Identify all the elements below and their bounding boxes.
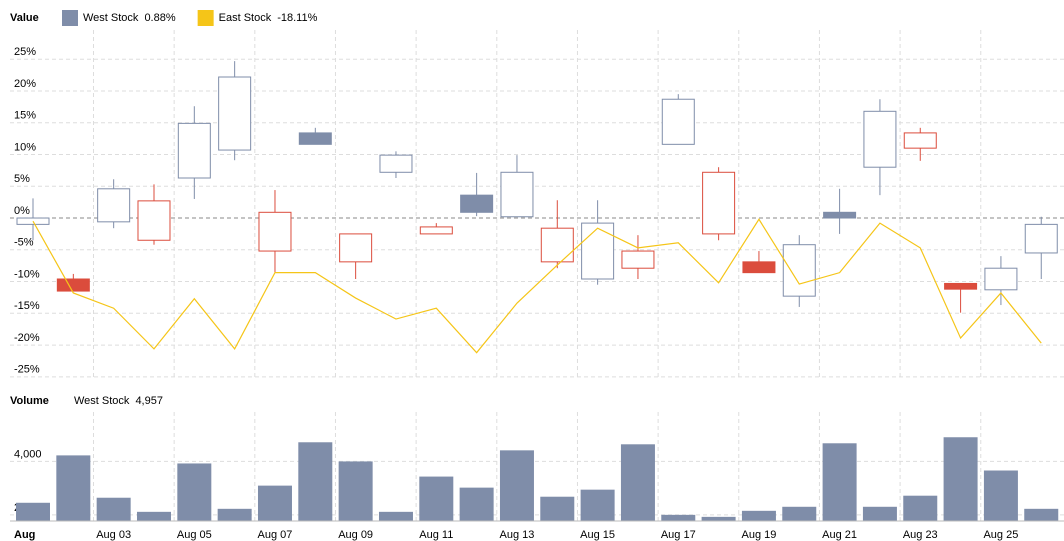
candle-body bbox=[782, 244, 816, 297]
bar bbox=[96, 497, 131, 521]
candle-body bbox=[581, 222, 615, 280]
bar bbox=[378, 511, 413, 521]
candle-body bbox=[218, 76, 252, 151]
x-tick-label: Aug 07 bbox=[258, 529, 293, 541]
x-tick-label: Aug 19 bbox=[742, 529, 777, 541]
bar bbox=[298, 442, 333, 521]
bar bbox=[459, 487, 494, 521]
bar bbox=[983, 470, 1018, 521]
candle-body bbox=[540, 227, 574, 263]
chart-title: Volume bbox=[10, 395, 49, 407]
chart-title: Value bbox=[10, 12, 39, 24]
candle-body bbox=[661, 98, 695, 145]
bar bbox=[903, 495, 938, 521]
candle-body bbox=[258, 211, 292, 252]
y-tick-label: -5% bbox=[14, 237, 34, 249]
bar bbox=[217, 508, 252, 521]
candle-body bbox=[56, 278, 90, 292]
x-tick-label: Aug 03 bbox=[96, 529, 131, 541]
y-tick-label: 0% bbox=[14, 205, 30, 217]
x-tick-label: Aug 25 bbox=[983, 529, 1018, 541]
candle-body bbox=[903, 132, 937, 149]
candle-body bbox=[742, 261, 776, 274]
x-tick-label: Aug 13 bbox=[500, 529, 535, 541]
bar bbox=[1024, 508, 1059, 521]
x-tick-label: Aug bbox=[14, 529, 35, 541]
x-tick-label: Aug 15 bbox=[580, 529, 615, 541]
candle-body bbox=[298, 132, 332, 145]
plot bbox=[16, 61, 1058, 354]
candle-body bbox=[460, 194, 494, 213]
legend-label: East Stock bbox=[219, 12, 272, 24]
legend-label: West Stock bbox=[74, 395, 130, 407]
y-tick-label: -10% bbox=[14, 268, 40, 280]
x-tick-label: Aug 21 bbox=[822, 529, 857, 541]
bar bbox=[257, 485, 292, 521]
bar bbox=[862, 506, 897, 521]
candle-body bbox=[500, 171, 534, 218]
y-tick-label: 5% bbox=[14, 173, 30, 185]
bar bbox=[943, 437, 978, 521]
x-tick-label: Aug 17 bbox=[661, 529, 696, 541]
x-tick-label: Aug 11 bbox=[419, 529, 453, 541]
bar bbox=[822, 443, 857, 521]
y-tick-label: 15% bbox=[14, 110, 36, 122]
candle-body bbox=[177, 122, 211, 179]
candle-body bbox=[863, 110, 897, 168]
candle-body bbox=[379, 154, 413, 173]
y-tick-label: -20% bbox=[14, 332, 40, 344]
bar bbox=[338, 461, 373, 521]
bar bbox=[56, 455, 91, 521]
x-tick-label: Aug 09 bbox=[338, 529, 373, 541]
candle-body bbox=[137, 200, 171, 241]
legend-swatch bbox=[62, 10, 78, 26]
candle-body bbox=[621, 250, 655, 269]
bar bbox=[499, 450, 534, 521]
candle-body bbox=[702, 171, 736, 235]
legend-label: West Stock bbox=[83, 12, 139, 24]
candle-body bbox=[419, 226, 453, 235]
bar bbox=[16, 502, 50, 521]
legend-swatch bbox=[197, 10, 214, 26]
x-tick-label: Aug 23 bbox=[903, 529, 938, 541]
bar bbox=[419, 476, 454, 521]
y-tick-label: 4,000 bbox=[14, 448, 42, 460]
y-tick-label: 20% bbox=[14, 78, 36, 90]
bar bbox=[540, 496, 575, 521]
legend-value: 4,957 bbox=[135, 395, 163, 407]
y-tick-label: -25% bbox=[14, 364, 40, 376]
bar bbox=[136, 511, 171, 521]
bar bbox=[580, 489, 615, 521]
bar bbox=[620, 444, 655, 521]
y-tick-label: 25% bbox=[14, 46, 36, 58]
legend-value: -18.11% bbox=[277, 12, 317, 24]
candle-body bbox=[97, 188, 131, 223]
y-tick-label: -15% bbox=[14, 300, 40, 312]
candle-body bbox=[944, 282, 978, 290]
x-tick-label: Aug 05 bbox=[177, 529, 212, 541]
bar bbox=[741, 510, 776, 521]
candle-body bbox=[339, 233, 373, 263]
candle-body bbox=[984, 267, 1018, 291]
candle-body bbox=[823, 211, 857, 219]
bar bbox=[782, 506, 817, 521]
plot bbox=[16, 437, 1059, 521]
line-series bbox=[32, 218, 1042, 354]
candle-body bbox=[1024, 223, 1058, 254]
y-tick-label: 10% bbox=[14, 141, 36, 153]
legend-value: 0.88% bbox=[144, 12, 175, 24]
bar bbox=[661, 514, 696, 521]
bar bbox=[701, 516, 736, 521]
bar bbox=[177, 463, 212, 521]
